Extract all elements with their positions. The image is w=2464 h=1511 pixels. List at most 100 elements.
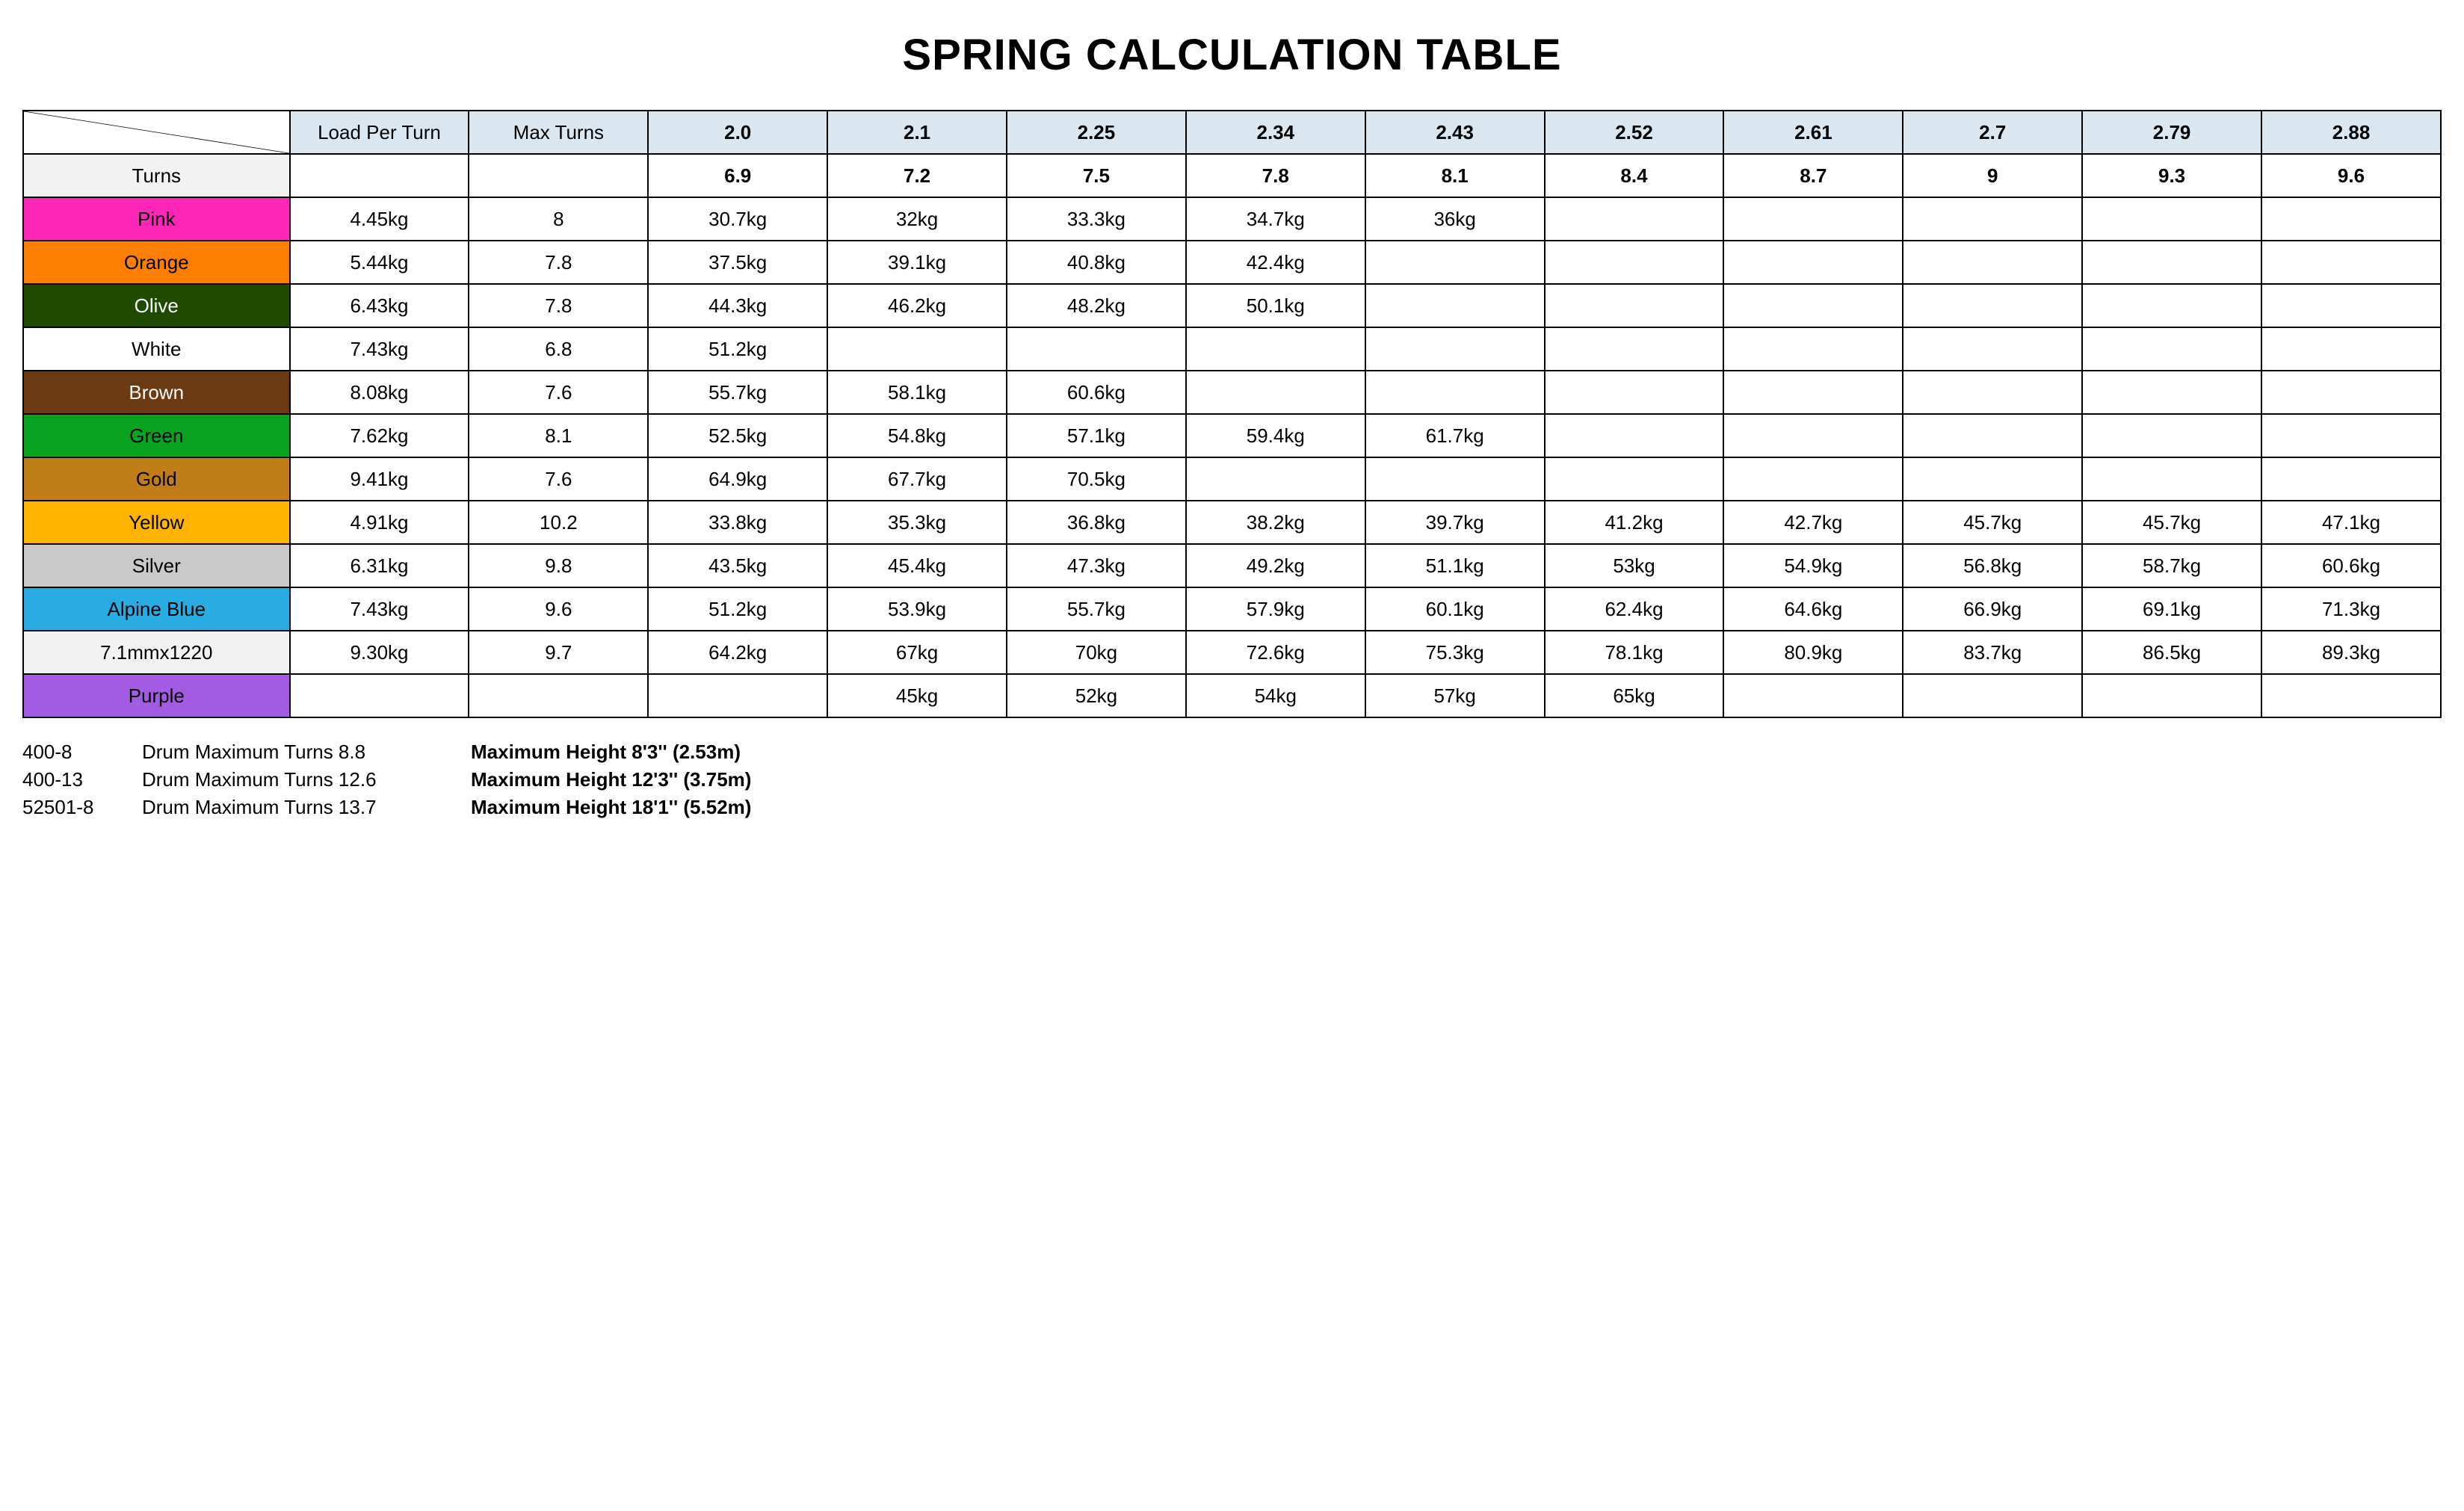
table-row: Olive6.43kg7.844.3kg46.2kg48.2kg50.1kg (23, 284, 2441, 327)
turns-value: 9 (1903, 154, 2082, 197)
data-cell: 60.6kg (1007, 371, 1186, 414)
data-cell: 60.1kg (1365, 587, 1545, 631)
spring-table: Load Per Turn Max Turns 2.0 2.1 2.25 2.3… (22, 110, 2442, 718)
table-row: Brown8.08kg7.655.7kg58.1kg60.6kg (23, 371, 2441, 414)
table-row: Green7.62kg8.152.5kg54.8kg57.1kg59.4kg61… (23, 414, 2441, 457)
data-cell: 40.8kg (1007, 241, 1186, 284)
data-cell: 51.2kg (648, 587, 827, 631)
data-cell (1903, 284, 2082, 327)
data-cell (1723, 284, 1903, 327)
turns-value: 7.5 (1007, 154, 1186, 197)
data-cell: 42.7kg (1723, 501, 1903, 544)
data-cell: 47.3kg (1007, 544, 1186, 587)
data-cell (2082, 197, 2261, 241)
header-col: 2.34 (1186, 111, 1365, 154)
data-cell: 48.2kg (1007, 284, 1186, 327)
load-per-turn-value: 7.43kg (290, 327, 469, 371)
cell (290, 154, 469, 197)
table-row: Gold9.41kg7.664.9kg67.7kg70.5kg (23, 457, 2441, 501)
data-cell: 64.2kg (648, 631, 827, 674)
data-cell: 50.1kg (1186, 284, 1365, 327)
data-cell: 36kg (1365, 197, 1545, 241)
turns-value: 9.6 (2261, 154, 2441, 197)
data-cell (2082, 371, 2261, 414)
data-cell: 55.7kg (1007, 587, 1186, 631)
data-cell: 46.2kg (827, 284, 1007, 327)
data-cell: 59.4kg (1186, 414, 1365, 457)
data-cell (1723, 457, 1903, 501)
data-cell: 52.5kg (648, 414, 827, 457)
table-row: Silver6.31kg9.843.5kg45.4kg47.3kg49.2kg5… (23, 544, 2441, 587)
table-row: Alpine Blue7.43kg9.651.2kg53.9kg55.7kg57… (23, 587, 2441, 631)
footer-turns: Drum Maximum Turns 8.8 (142, 741, 471, 764)
data-cell (2261, 241, 2441, 284)
data-cell (2082, 457, 2261, 501)
data-cell (2082, 674, 2261, 717)
data-cell: 51.1kg (1365, 544, 1545, 587)
data-cell: 34.7kg (1186, 197, 1365, 241)
data-cell (1365, 284, 1545, 327)
data-cell (1545, 457, 1724, 501)
header-col: 2.61 (1723, 111, 1903, 154)
data-cell: 54.9kg (1723, 544, 1903, 587)
data-cell: 44.3kg (648, 284, 827, 327)
data-cell: 35.3kg (827, 501, 1007, 544)
data-cell (2261, 457, 2441, 501)
data-cell: 60.6kg (2261, 544, 2441, 587)
data-cell: 45.4kg (827, 544, 1007, 587)
data-cell (1545, 414, 1724, 457)
data-cell (1903, 414, 2082, 457)
data-cell (1903, 371, 2082, 414)
data-cell: 55.7kg (648, 371, 827, 414)
data-cell (1545, 197, 1724, 241)
corner-cell (23, 111, 290, 154)
turns-label: Turns (23, 154, 290, 197)
data-cell: 56.8kg (1903, 544, 2082, 587)
header-col: 2.0 (648, 111, 827, 154)
footer-height: Maximum Height 8'3'' (2.53m) (471, 741, 741, 764)
data-cell: 67.7kg (827, 457, 1007, 501)
data-cell: 61.7kg (1365, 414, 1545, 457)
footer-height: Maximum Height 12'3'' (3.75m) (471, 768, 751, 791)
data-cell: 43.5kg (648, 544, 827, 587)
table-row: Orange5.44kg7.837.5kg39.1kg40.8kg42.4kg (23, 241, 2441, 284)
load-per-turn-value: 9.30kg (290, 631, 469, 674)
data-cell: 65kg (1545, 674, 1724, 717)
data-cell (1545, 284, 1724, 327)
data-cell: 75.3kg (1365, 631, 1545, 674)
load-per-turn-value (290, 674, 469, 717)
data-cell: 70.5kg (1007, 457, 1186, 501)
data-cell (1545, 371, 1724, 414)
data-cell (1186, 457, 1365, 501)
data-cell (1723, 371, 1903, 414)
turns-row: Turns6.97.27.57.88.18.48.799.39.6 (23, 154, 2441, 197)
data-cell: 57kg (1365, 674, 1545, 717)
data-cell (1903, 241, 2082, 284)
data-cell (2261, 674, 2441, 717)
data-cell: 39.7kg (1365, 501, 1545, 544)
header-col: 2.52 (1545, 111, 1724, 154)
max-turns-value: 9.7 (469, 631, 648, 674)
data-cell (1723, 414, 1903, 457)
max-turns-value: 9.6 (469, 587, 648, 631)
header-load-per-turn: Load Per Turn (290, 111, 469, 154)
load-per-turn-value: 8.08kg (290, 371, 469, 414)
table-row: Purple45kg52kg54kg57kg65kg (23, 674, 2441, 717)
load-per-turn-value: 4.91kg (290, 501, 469, 544)
row-name: Brown (23, 371, 290, 414)
data-cell: 71.3kg (2261, 587, 2441, 631)
data-cell: 49.2kg (1186, 544, 1365, 587)
row-name: Purple (23, 674, 290, 717)
data-cell: 58.7kg (2082, 544, 2261, 587)
data-cell (1365, 327, 1545, 371)
max-turns-value: 8.1 (469, 414, 648, 457)
data-cell (2082, 327, 2261, 371)
data-cell: 42.4kg (1186, 241, 1365, 284)
data-cell: 51.2kg (648, 327, 827, 371)
turns-value: 6.9 (648, 154, 827, 197)
turns-value: 9.3 (2082, 154, 2261, 197)
max-turns-value: 8 (469, 197, 648, 241)
turns-value: 8.4 (1545, 154, 1724, 197)
cell (469, 154, 648, 197)
data-cell: 86.5kg (2082, 631, 2261, 674)
